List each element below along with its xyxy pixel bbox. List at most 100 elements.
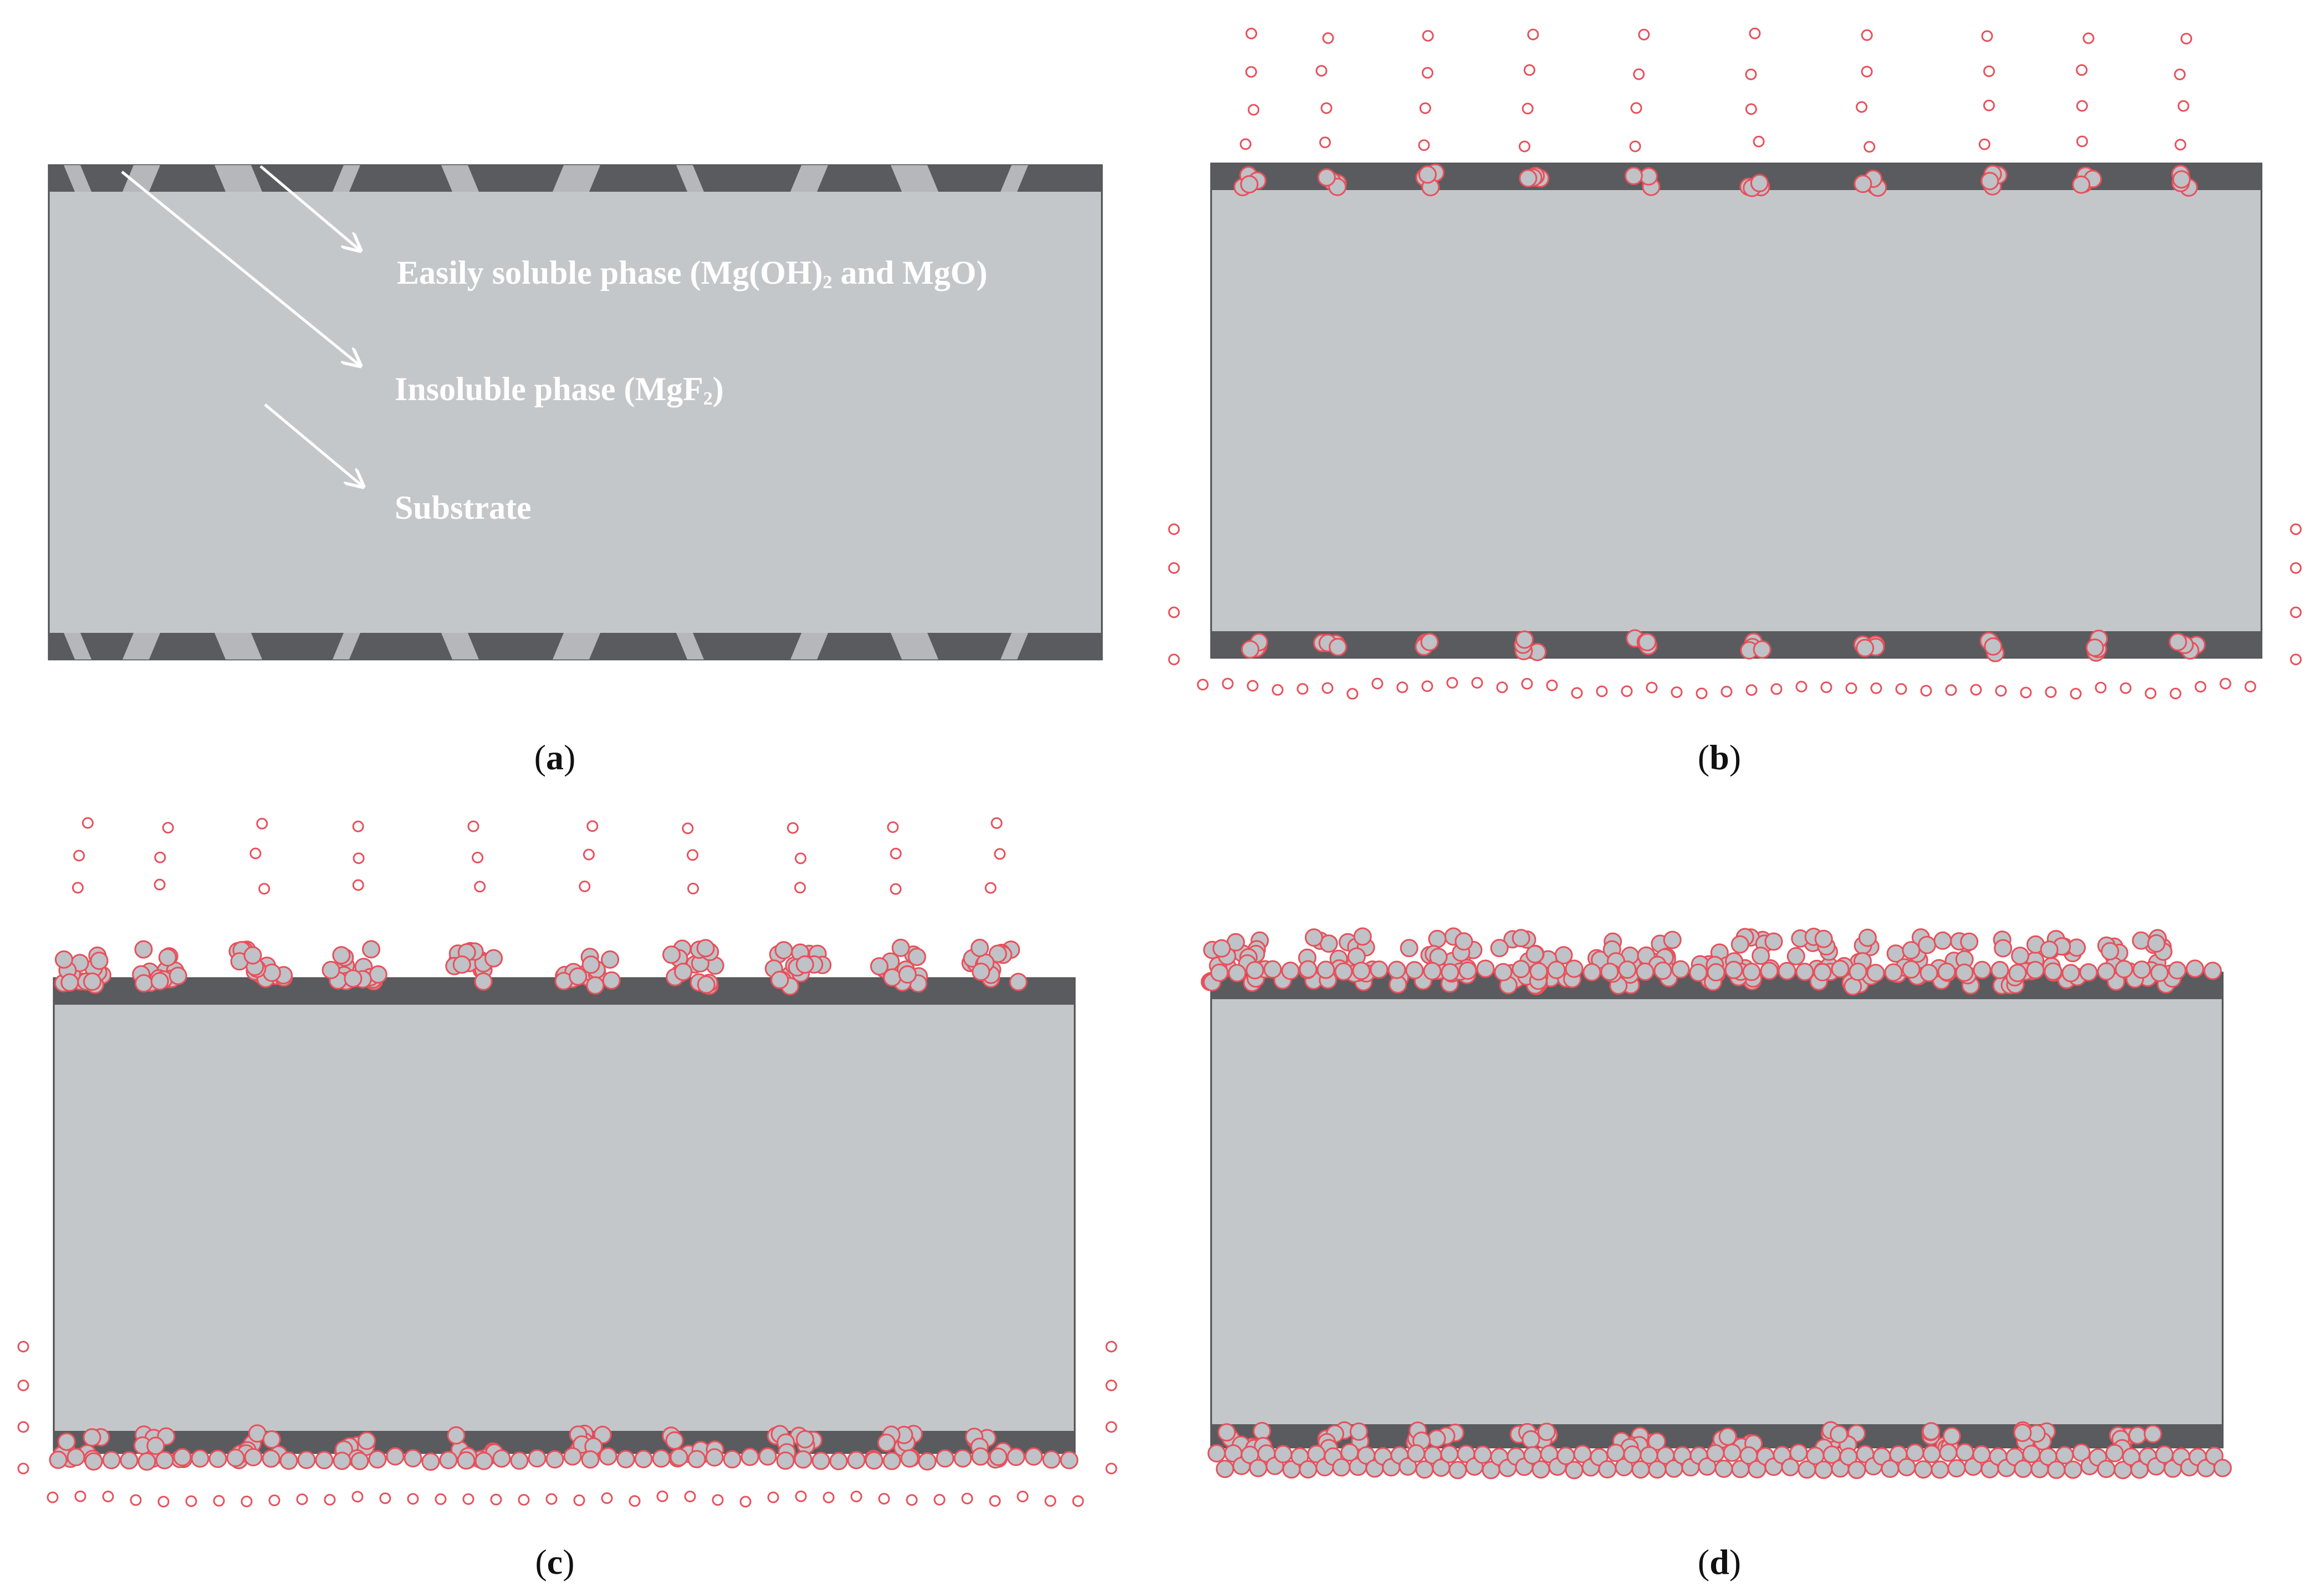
ion-particle-icon bbox=[1418, 139, 1430, 151]
ion-particle-icon bbox=[1939, 1443, 1958, 1462]
ion-particle-icon bbox=[1636, 963, 1655, 981]
ion-particle-icon bbox=[324, 1493, 336, 1506]
soluble-phase-region bbox=[790, 165, 828, 192]
soluble-phase-region bbox=[891, 633, 938, 659]
ion-particle-icon bbox=[1334, 962, 1353, 981]
ion-particle-icon bbox=[1168, 523, 1180, 535]
ion-particle-icon bbox=[155, 1451, 174, 1470]
ion-particle-icon bbox=[386, 1447, 405, 1466]
panel-b: (b) bbox=[1168, 27, 2302, 777]
ion-particle-icon bbox=[1024, 1447, 1043, 1466]
ion-particle-icon bbox=[1689, 963, 1708, 982]
ion-particle-icon bbox=[865, 1451, 884, 1470]
ion-particle-icon bbox=[1639, 167, 1658, 186]
ion-particle-icon bbox=[2076, 100, 2088, 112]
ion-particle-icon bbox=[1795, 681, 1808, 693]
ion-particle-icon bbox=[1565, 1461, 1584, 1480]
ion-particle-icon bbox=[795, 955, 814, 974]
ion-particle-icon bbox=[665, 1431, 684, 1450]
ion-particle-icon bbox=[1647, 1432, 1666, 1451]
ion-particle-icon bbox=[988, 944, 1007, 963]
ion-particle-icon bbox=[1515, 630, 1534, 649]
ion-particle-icon bbox=[684, 1490, 696, 1502]
ion-particle-icon bbox=[2097, 962, 2116, 981]
ion-particle-icon bbox=[134, 940, 153, 959]
ion-particle-icon bbox=[1629, 140, 1641, 152]
ion-particle-icon bbox=[208, 1450, 227, 1468]
panel-c: (c) bbox=[17, 817, 1117, 1582]
ion-particle-icon bbox=[656, 1490, 668, 1502]
ion-particle-icon bbox=[1168, 562, 1180, 574]
ion-particle-icon bbox=[1831, 960, 1850, 978]
ion-particle-icon bbox=[972, 963, 990, 981]
ion-particle-icon bbox=[2169, 688, 2182, 699]
ion-particle-icon bbox=[682, 822, 694, 835]
ion-particle-icon bbox=[1638, 28, 1650, 40]
ion-particle-icon bbox=[2143, 1425, 2162, 1444]
ion-particle-icon bbox=[1870, 682, 1882, 694]
ion-particle-icon bbox=[154, 878, 166, 891]
soluble-phase-region bbox=[891, 165, 938, 192]
top-coating-layer bbox=[1211, 163, 2261, 190]
ion-particle-icon bbox=[1571, 687, 1583, 699]
ion-particle-icon bbox=[2072, 1443, 2091, 1462]
ion-particle-icon bbox=[1786, 947, 1805, 965]
ion-particle-icon bbox=[130, 1494, 142, 1506]
ion-particle-icon bbox=[1168, 653, 1180, 666]
ion-particle-icon bbox=[1329, 638, 1347, 657]
ion-particle-icon bbox=[17, 1462, 29, 1475]
ion-particle-icon bbox=[474, 972, 493, 991]
ion-particle-icon bbox=[1396, 681, 1408, 693]
ion-particle-icon bbox=[368, 1450, 387, 1469]
ion-particle-icon bbox=[1017, 1490, 1029, 1502]
ion-particle-icon bbox=[1422, 66, 1433, 79]
ion-particle-icon bbox=[1895, 683, 1907, 695]
ion-particle-icon bbox=[1201, 927, 2232, 1480]
ion-particle-icon bbox=[1546, 679, 1558, 692]
ion-particle-icon bbox=[490, 1493, 502, 1506]
ion-particle-icon bbox=[1525, 945, 1544, 964]
ion-particle-icon bbox=[1228, 964, 1247, 983]
ion-particle-icon bbox=[296, 1493, 308, 1505]
ion-particle-icon bbox=[662, 945, 681, 964]
ion-particle-icon bbox=[1315, 65, 1328, 77]
ion-particle-icon bbox=[315, 1451, 334, 1470]
ion-particle-icon bbox=[17, 1341, 29, 1353]
ion-particle-icon bbox=[472, 852, 484, 863]
ion-particle-icon bbox=[1813, 963, 1832, 981]
ion-particle-icon bbox=[1983, 99, 1995, 111]
ion-particle-icon bbox=[697, 975, 716, 994]
ion-particle-icon bbox=[2172, 170, 2191, 189]
ion-particle-icon bbox=[1922, 1422, 1941, 1441]
ion-particle-icon bbox=[1299, 960, 1318, 979]
ion-particle-icon bbox=[241, 1495, 253, 1507]
ion-particle-icon bbox=[84, 1452, 103, 1471]
ion-particle-icon bbox=[137, 1452, 156, 1471]
ion-particle-icon bbox=[72, 882, 84, 894]
ion-particle-icon bbox=[102, 1490, 114, 1502]
ion-particle-icon bbox=[1322, 32, 1334, 44]
ion-particle-icon bbox=[2290, 523, 2302, 535]
ion-particle-icon bbox=[1778, 961, 1796, 980]
ion-particle-icon bbox=[333, 1451, 351, 1470]
ion-particle-icon bbox=[49, 1450, 68, 1469]
ion-particle-icon bbox=[258, 883, 270, 895]
ion-particle-icon bbox=[2132, 931, 2151, 950]
ion-particle-icon bbox=[586, 820, 599, 832]
ion-particle-icon bbox=[1405, 961, 1424, 980]
ion-particle-icon bbox=[1263, 960, 1282, 979]
ion-particle-icon bbox=[887, 821, 899, 833]
ion-particle-icon bbox=[447, 1426, 466, 1445]
ion-particle-icon bbox=[1371, 678, 1383, 689]
substrate bbox=[53, 977, 1076, 1454]
ion-particle-icon bbox=[1942, 1426, 1961, 1445]
ion-particle-icon bbox=[1346, 688, 1359, 700]
ion-particle-icon bbox=[1407, 1444, 1426, 1463]
ion-particle-icon bbox=[705, 1448, 724, 1467]
ion-particle-icon bbox=[687, 849, 698, 861]
ion-particle-icon bbox=[2174, 68, 2186, 80]
ion-particle-icon bbox=[1753, 640, 1771, 659]
panel-a: Easily soluble phase (Mg(OH)2 and MgO) I… bbox=[48, 164, 1103, 777]
ion-particle-icon bbox=[877, 1434, 896, 1452]
ion-particle-icon bbox=[352, 879, 364, 891]
